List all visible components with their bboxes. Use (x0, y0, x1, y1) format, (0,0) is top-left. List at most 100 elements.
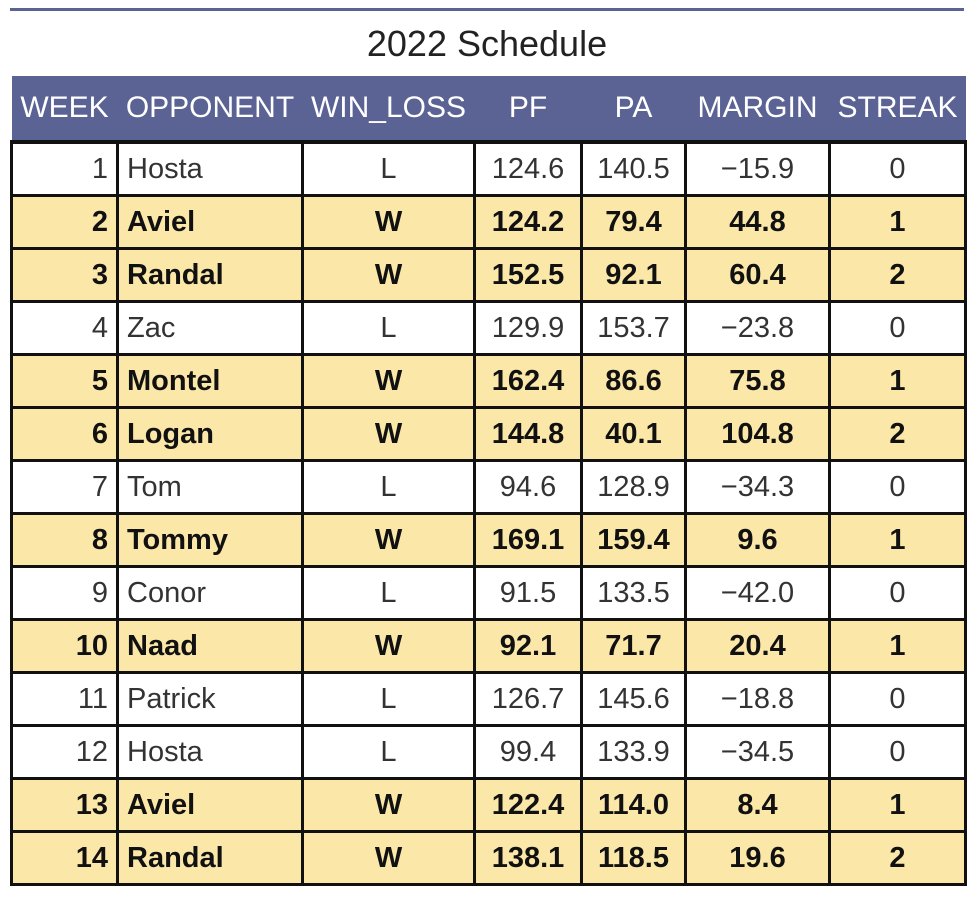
points-for-cell: 122.4 (473, 777, 583, 833)
opponent-cell: Zac (116, 300, 304, 356)
streak-cell: 1 (828, 777, 967, 833)
win-loss-cell: W (301, 830, 476, 886)
win-loss-cell: W (301, 618, 476, 674)
opponent-cell: Hosta (116, 140, 304, 197)
points-for-cell: 138.1 (473, 830, 583, 886)
points-against-cell: 118.5 (580, 830, 687, 886)
week-cell: 11 (10, 671, 119, 727)
table-header: WEEK OPPONENT WIN_LOSS PF PA MARGIN STRE… (11, 76, 966, 142)
opponent-cell: Aviel (116, 194, 304, 250)
points-against-cell: 86.6 (580, 353, 687, 409)
streak-cell: 0 (828, 300, 967, 356)
column-header-margin: MARGIN (685, 76, 830, 142)
week-cell: 10 (10, 618, 119, 674)
table-row: 11 Patrick L 126.7 145.6 −18.8 0 (10, 671, 967, 727)
points-for-cell: 92.1 (473, 618, 583, 674)
points-against-cell: 145.6 (580, 671, 687, 727)
opponent-cell: Aviel (116, 777, 304, 833)
points-for-cell: 94.6 (473, 459, 583, 515)
win-loss-cell: W (301, 194, 476, 250)
opponent-cell: Randal (116, 830, 304, 886)
streak-cell: 2 (828, 830, 967, 886)
column-header-win-loss: WIN_LOSS (302, 76, 475, 142)
table-row: 4 Zac L 129.9 153.7 −23.8 0 (10, 300, 967, 356)
streak-cell: 0 (828, 724, 967, 780)
points-against-cell: 128.9 (580, 459, 687, 515)
win-loss-cell: L (301, 565, 476, 621)
points-for-cell: 124.2 (473, 194, 583, 250)
column-header-week: WEEK (11, 76, 118, 142)
points-for-cell: 99.4 (473, 724, 583, 780)
margin-cell: −42.0 (684, 565, 831, 621)
margin-cell: −23.8 (684, 300, 831, 356)
week-cell: 9 (10, 565, 119, 621)
streak-cell: 0 (828, 140, 967, 197)
points-for-cell: 169.1 (473, 512, 583, 568)
points-against-cell: 159.4 (580, 512, 687, 568)
week-cell: 8 (10, 512, 119, 568)
week-cell: 4 (10, 300, 119, 356)
table-title: 2022 Schedule (366, 23, 608, 64)
win-loss-cell: L (301, 459, 476, 515)
week-cell: 2 (10, 194, 119, 250)
column-header-opponent: OPPONENT (117, 76, 303, 142)
streak-cell: 0 (828, 565, 967, 621)
margin-cell: 19.6 (684, 830, 831, 886)
margin-cell: −18.8 (684, 671, 831, 727)
week-cell: 3 (10, 247, 119, 303)
win-loss-cell: W (301, 777, 476, 833)
points-for-cell: 91.5 (473, 565, 583, 621)
table-row: 6 Logan W 144.8 40.1 104.8 2 (10, 406, 967, 462)
week-cell: 12 (10, 724, 119, 780)
win-loss-cell: L (301, 724, 476, 780)
win-loss-cell: W (301, 512, 476, 568)
points-against-cell: 140.5 (580, 140, 687, 197)
week-cell: 7 (10, 459, 119, 515)
table-row: 14 Randal W 138.1 118.5 19.6 2 (10, 830, 967, 886)
win-loss-cell: L (301, 140, 476, 197)
opponent-cell: Patrick (116, 671, 304, 727)
streak-cell: 2 (828, 406, 967, 462)
points-for-cell: 126.7 (473, 671, 583, 727)
points-against-cell: 40.1 (580, 406, 687, 462)
win-loss-cell: W (301, 247, 476, 303)
margin-cell: 9.6 (684, 512, 831, 568)
week-cell: 1 (10, 140, 119, 197)
opponent-cell: Naad (116, 618, 304, 674)
table-row: 13 Aviel W 122.4 114.0 8.4 1 (10, 777, 967, 833)
table-body: 1 Hosta L 124.6 140.5 −15.9 0 2 Aviel W 124.2 79.4 4… (10, 140, 967, 886)
win-loss-cell: L (301, 300, 476, 356)
table-row: 10 Naad W 92.1 71.7 20.4 1 (10, 618, 967, 674)
streak-cell: 1 (828, 353, 967, 409)
margin-cell: −15.9 (684, 140, 831, 197)
margin-cell: 104.8 (684, 406, 831, 462)
table-row: 8 Tommy W 169.1 159.4 9.6 1 (10, 512, 967, 568)
title-top-rule (10, 8, 964, 11)
table-row: 12 Hosta L 99.4 133.9 −34.5 0 (10, 724, 967, 780)
schedule-table: WEEK OPPONENT WIN_LOSS PF PA MARGIN STRE… (10, 76, 967, 886)
points-against-cell: 133.5 (580, 565, 687, 621)
streak-cell: 1 (828, 512, 967, 568)
margin-cell: 75.8 (684, 353, 831, 409)
margin-cell: 44.8 (684, 194, 831, 250)
margin-cell: 8.4 (684, 777, 831, 833)
table-row: 1 Hosta L 124.6 140.5 −15.9 0 (10, 140, 967, 197)
column-header-streak: STREAK (829, 76, 966, 142)
win-loss-cell: W (301, 353, 476, 409)
points-against-cell: 71.7 (580, 618, 687, 674)
points-against-cell: 79.4 (580, 194, 687, 250)
opponent-cell: Tom (116, 459, 304, 515)
points-for-cell: 152.5 (473, 247, 583, 303)
points-against-cell: 92.1 (580, 247, 687, 303)
opponent-cell: Conor (116, 565, 304, 621)
opponent-cell: Tommy (116, 512, 304, 568)
opponent-cell: Randal (116, 247, 304, 303)
win-loss-cell: W (301, 406, 476, 462)
column-header-pf: PF (474, 76, 582, 142)
table-row: 3 Randal W 152.5 92.1 60.4 2 (10, 247, 967, 303)
header-row: WEEK OPPONENT WIN_LOSS PF PA MARGIN STRE… (11, 76, 966, 142)
points-against-cell: 133.9 (580, 724, 687, 780)
streak-cell: 1 (828, 618, 967, 674)
win-loss-cell: L (301, 671, 476, 727)
table-row: 2 Aviel W 124.2 79.4 44.8 1 (10, 194, 967, 250)
